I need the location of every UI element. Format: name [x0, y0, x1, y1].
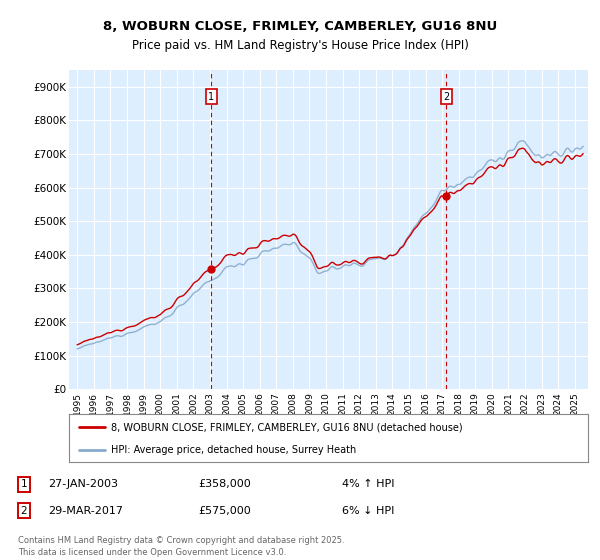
Text: Price paid vs. HM Land Registry's House Price Index (HPI): Price paid vs. HM Land Registry's House …	[131, 39, 469, 52]
Text: 8, WOBURN CLOSE, FRIMLEY, CAMBERLEY, GU16 8NU (detached house): 8, WOBURN CLOSE, FRIMLEY, CAMBERLEY, GU1…	[110, 422, 462, 432]
Text: £358,000: £358,000	[198, 479, 251, 489]
Text: 2: 2	[20, 506, 28, 516]
Text: 29-MAR-2017: 29-MAR-2017	[48, 506, 123, 516]
Text: Contains HM Land Registry data © Crown copyright and database right 2025.
This d: Contains HM Land Registry data © Crown c…	[18, 536, 344, 557]
Text: 4% ↑ HPI: 4% ↑ HPI	[342, 479, 395, 489]
Text: 8, WOBURN CLOSE, FRIMLEY, CAMBERLEY, GU16 8NU: 8, WOBURN CLOSE, FRIMLEY, CAMBERLEY, GU1…	[103, 20, 497, 32]
Text: HPI: Average price, detached house, Surrey Heath: HPI: Average price, detached house, Surr…	[110, 445, 356, 455]
Text: 2: 2	[443, 92, 449, 102]
Text: 27-JAN-2003: 27-JAN-2003	[48, 479, 118, 489]
Text: 6% ↓ HPI: 6% ↓ HPI	[342, 506, 394, 516]
Text: £575,000: £575,000	[198, 506, 251, 516]
Text: 1: 1	[20, 479, 28, 489]
Text: 1: 1	[208, 92, 214, 102]
